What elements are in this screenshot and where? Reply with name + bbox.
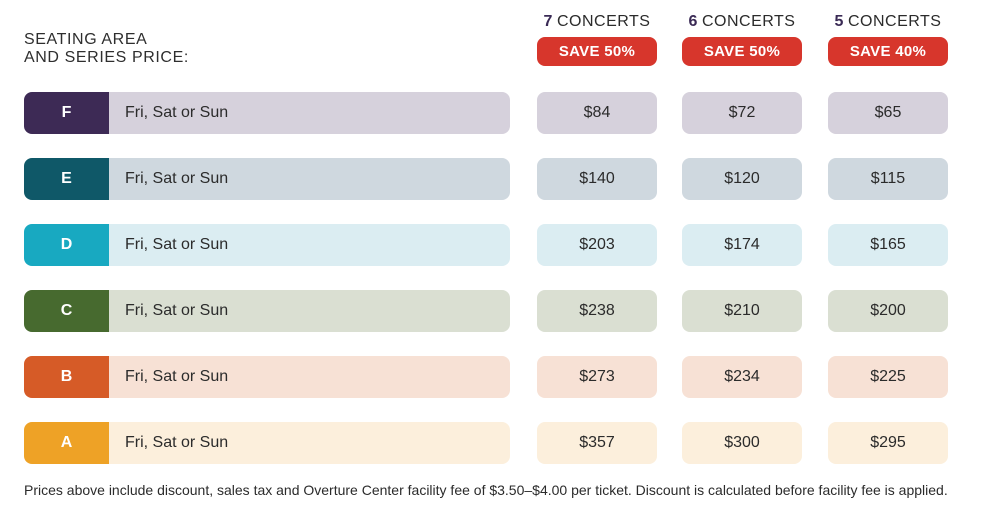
price-cell: $200 [828, 290, 948, 332]
column-header-7-concerts: 7 CONCERTS SAVE 50% [537, 12, 657, 66]
seating-area-bar: A Fri, Sat or Sun [24, 422, 510, 464]
seating-row-a: A Fri, Sat or Sun $357 $300 $295 [24, 422, 950, 464]
column-unit: CONCERTS [847, 13, 942, 30]
column-count: 6 [688, 13, 698, 30]
seating-area-bar: B Fri, Sat or Sun [24, 356, 510, 398]
price-cell: $65 [828, 92, 948, 134]
seating-area-letter: B [24, 356, 109, 398]
performance-days: Fri, Sat or Sun [109, 224, 510, 266]
seating-area-letter: D [24, 224, 109, 266]
seating-area-header: SEATING AREA AND SERIES PRICE: [24, 31, 224, 67]
footnote: Prices above include discount, sales tax… [24, 482, 948, 498]
price-cell: $72 [682, 92, 802, 134]
seating-row-b: B Fri, Sat or Sun $273 $234 $225 [24, 356, 950, 398]
column-unit: CONCERTS [701, 13, 796, 30]
seating-area-letter: A [24, 422, 109, 464]
price-cell: $225 [828, 356, 948, 398]
save-badge: SAVE 50% [682, 37, 802, 66]
save-badge: SAVE 50% [537, 37, 657, 66]
seating-area-letter: E [24, 158, 109, 200]
performance-days: Fri, Sat or Sun [109, 158, 510, 200]
column-count: 7 [543, 13, 553, 30]
seating-row-f: F Fri, Sat or Sun $84 $72 $65 [24, 92, 950, 134]
price-cell: $120 [682, 158, 802, 200]
price-cell: $165 [828, 224, 948, 266]
seating-row-c: C Fri, Sat or Sun $238 $210 $200 [24, 290, 950, 332]
column-header-6-concerts: 6 CONCERTS SAVE 50% [682, 12, 802, 66]
header-line-2: AND SERIES PRICE: [24, 49, 189, 66]
price-cell: $273 [537, 356, 657, 398]
performance-days: Fri, Sat or Sun [109, 356, 510, 398]
seating-row-d: D Fri, Sat or Sun $203 $174 $165 [24, 224, 950, 266]
price-cell: $140 [537, 158, 657, 200]
price-cell: $295 [828, 422, 948, 464]
seating-area-letter: F [24, 92, 109, 134]
price-cell: $84 [537, 92, 657, 134]
seating-area-bar: D Fri, Sat or Sun [24, 224, 510, 266]
header-line-1: SEATING AREA [24, 31, 148, 48]
seating-area-bar: E Fri, Sat or Sun [24, 158, 510, 200]
seating-row-e: E Fri, Sat or Sun $140 $120 $115 [24, 158, 950, 200]
price-cell: $174 [682, 224, 802, 266]
performance-days: Fri, Sat or Sun [109, 290, 510, 332]
seating-area-bar: F Fri, Sat or Sun [24, 92, 510, 134]
price-cell: $300 [682, 422, 802, 464]
performance-days: Fri, Sat or Sun [109, 92, 510, 134]
price-cell: $238 [537, 290, 657, 332]
seating-area-bar: C Fri, Sat or Sun [24, 290, 510, 332]
save-badge: SAVE 40% [828, 37, 948, 66]
column-count: 5 [834, 13, 844, 30]
price-cell: $203 [537, 224, 657, 266]
price-cell: $115 [828, 158, 948, 200]
price-cell: $234 [682, 356, 802, 398]
performance-days: Fri, Sat or Sun [109, 422, 510, 464]
price-cell: $357 [537, 422, 657, 464]
price-cell: $210 [682, 290, 802, 332]
column-header-5-concerts: 5 CONCERTS SAVE 40% [828, 12, 948, 66]
seating-area-letter: C [24, 290, 109, 332]
column-unit: CONCERTS [556, 13, 651, 30]
